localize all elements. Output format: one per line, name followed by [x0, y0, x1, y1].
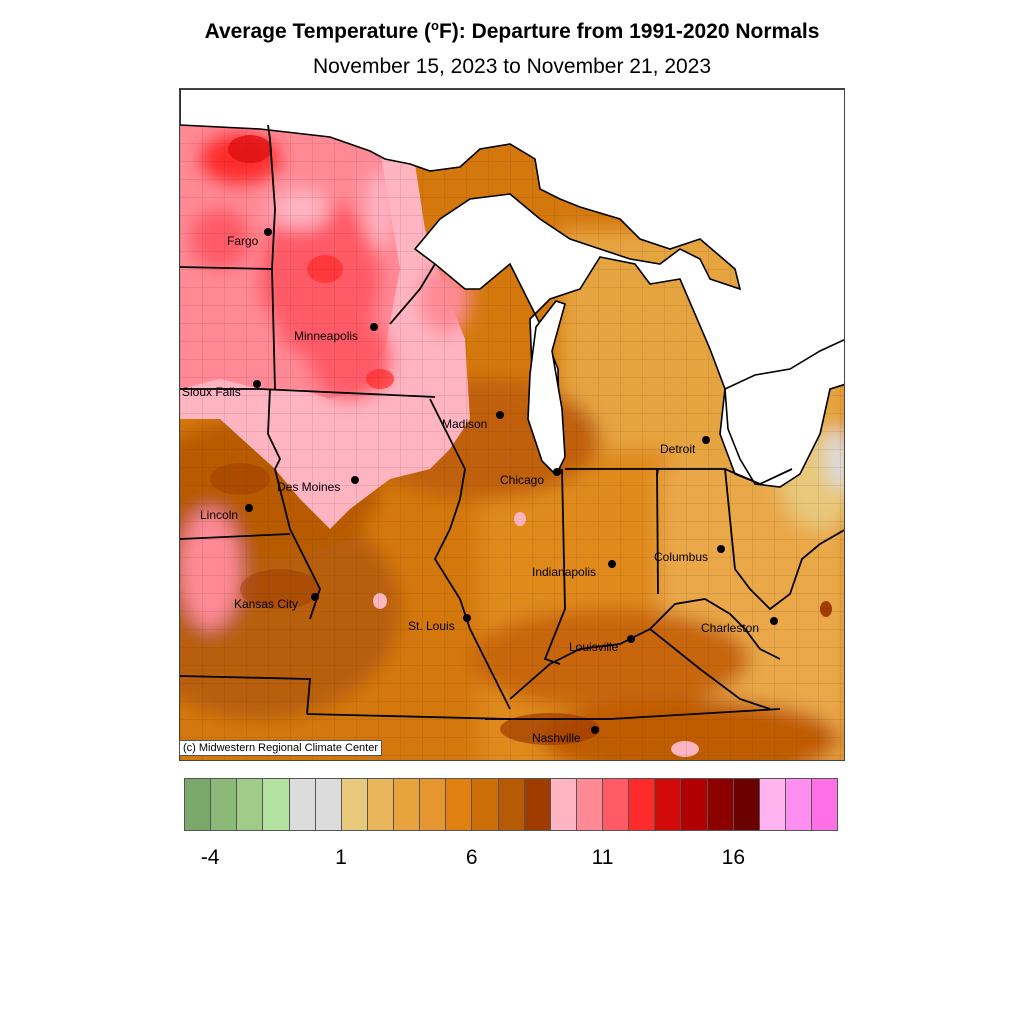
legend-swatch	[759, 779, 786, 830]
city-charleston: Charleston	[701, 617, 778, 635]
city-st-louis: St. Louis	[408, 614, 471, 633]
title-text-rest: F): Departure from 1991-2020 Normals	[438, 20, 820, 43]
legend-swatch	[446, 779, 473, 830]
legend-swatch	[211, 779, 238, 830]
legend-swatch	[289, 779, 316, 830]
legend-swatch	[185, 779, 212, 830]
color-legend	[184, 778, 838, 831]
legend-swatch	[524, 779, 551, 830]
svg-text:St. Louis: St. Louis	[408, 619, 455, 633]
title-text: Average Temperature (	[204, 20, 431, 43]
water-bodies	[180, 89, 844, 488]
svg-text:Kansas City: Kansas City	[234, 597, 298, 611]
legend-swatch	[394, 779, 421, 830]
city-indianapolis: Indianapolis	[532, 560, 616, 579]
svg-text:Columbus: Columbus	[654, 550, 708, 564]
legend-tick-label: 1	[335, 846, 347, 869]
legend-swatch	[629, 779, 656, 830]
temperature-map: Fargo Minneapolis Sioux Falls Madison De…	[180, 89, 844, 760]
svg-text:Detroit: Detroit	[660, 442, 696, 456]
city-chicago: Chicago	[500, 468, 561, 487]
svg-text:Lincoln: Lincoln	[200, 508, 238, 522]
legend-swatch	[576, 779, 603, 830]
legend-tick-label: -4	[200, 846, 220, 869]
legend-swatch	[237, 779, 264, 830]
legend-swatch	[420, 779, 447, 830]
legend-swatch	[733, 779, 760, 830]
city-louisville: Louisville	[569, 635, 635, 654]
city-kansas-city: Kansas City	[234, 593, 319, 611]
legend-tick-label: 6	[465, 846, 478, 869]
svg-text:Charleston: Charleston	[701, 621, 759, 635]
city-markers: Fargo Minneapolis Sioux Falls Madison De…	[182, 228, 778, 745]
svg-text:Fargo: Fargo	[227, 234, 259, 248]
svg-text:Madison: Madison	[442, 417, 487, 431]
legend-swatch	[812, 779, 838, 830]
svg-text:Indianapolis: Indianapolis	[532, 565, 596, 579]
legend-swatch	[263, 779, 290, 830]
city-fargo: Fargo	[227, 228, 272, 248]
city-sioux-falls: Sioux Falls	[182, 380, 261, 399]
legend-tick-label: 11	[591, 846, 614, 869]
svg-text:Sioux Falls: Sioux Falls	[182, 385, 241, 399]
legend-swatch	[681, 779, 708, 830]
city-madison: Madison	[442, 411, 504, 431]
legend-swatch	[341, 779, 368, 830]
map-subtitle: November 15, 2023 to November 21, 2023	[312, 55, 712, 78]
state-borders	[180, 124, 844, 720]
legend-swatch	[498, 779, 525, 830]
svg-text:Minneapolis: Minneapolis	[294, 329, 358, 343]
map-title: Average Temperature (oF): Departure from…	[0, 18, 1024, 44]
svg-text:Des Moines: Des Moines	[277, 480, 340, 494]
city-columbus: Columbus	[654, 545, 725, 564]
legend-swatch	[603, 779, 630, 830]
degree-sup: o	[430, 18, 439, 33]
city-detroit: Detroit	[660, 436, 710, 456]
legend-swatch	[707, 779, 734, 830]
svg-text:Louisville: Louisville	[569, 640, 619, 654]
city-lincoln: Lincoln	[200, 504, 253, 522]
city-minneapolis: Minneapolis	[294, 323, 378, 343]
legend-swatch	[785, 779, 812, 830]
city-des-moines: Des Moines	[277, 476, 359, 494]
legend-swatch	[315, 779, 342, 830]
svg-text:Chicago: Chicago	[500, 473, 544, 487]
legend-tick-label: 16	[721, 846, 746, 869]
legend-swatch	[472, 779, 499, 830]
legend-swatch	[367, 779, 394, 830]
svg-text:Nashville: Nashville	[532, 731, 581, 745]
city-nashville: Nashville	[532, 726, 599, 745]
credit-label: (c) Midwestern Regional Climate Center	[179, 740, 383, 756]
map-panel: Fargo Minneapolis Sioux Falls Madison De…	[179, 88, 845, 761]
legend-swatch	[550, 779, 577, 830]
legend-swatch	[655, 779, 682, 830]
